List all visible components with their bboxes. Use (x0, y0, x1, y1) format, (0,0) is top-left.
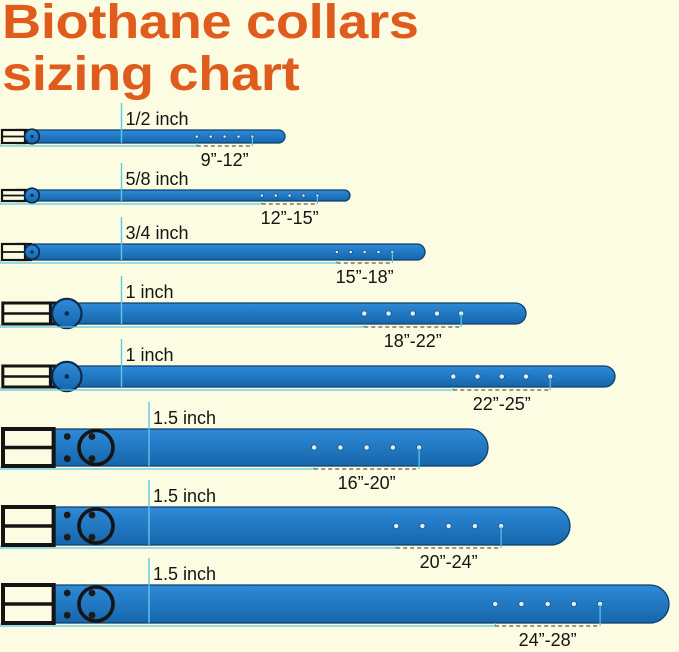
svg-text:1.5 inch: 1.5 inch (153, 486, 216, 506)
svg-text:1.5 inch: 1.5 inch (153, 564, 216, 584)
svg-text:22”-25”: 22”-25” (473, 394, 531, 414)
svg-text:24”-28”: 24”-28” (519, 630, 577, 650)
svg-text:1 inch: 1 inch (126, 345, 174, 365)
svg-text:1.5 inch: 1.5 inch (153, 408, 216, 428)
svg-text:20”-24”: 20”-24” (420, 552, 478, 572)
svg-text:1/2 inch: 1/2 inch (126, 109, 189, 129)
svg-text:5/8 inch: 5/8 inch (126, 169, 189, 189)
svg-text:1 inch: 1 inch (126, 282, 174, 302)
svg-text:9”-12”: 9”-12” (201, 150, 249, 170)
svg-text:12”-15”: 12”-15” (261, 208, 319, 228)
svg-text:18”-22”: 18”-22” (384, 331, 442, 351)
svg-text:15”-18”: 15”-18” (336, 267, 394, 287)
svg-text:3/4 inch: 3/4 inch (126, 223, 189, 243)
svg-text:16”-20”: 16”-20” (338, 473, 396, 493)
